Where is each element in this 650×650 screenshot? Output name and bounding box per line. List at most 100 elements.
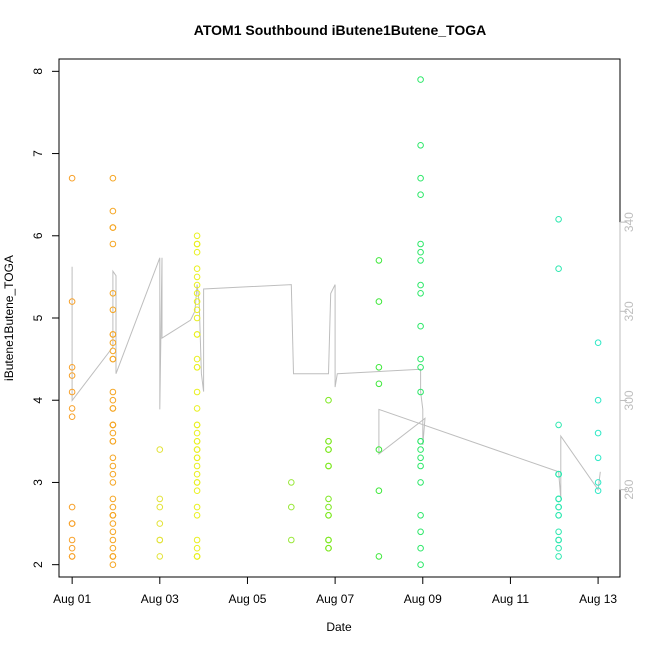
data-point (417, 388, 424, 396)
data-point (109, 528, 117, 536)
data-point (109, 174, 117, 182)
data-point (109, 503, 117, 511)
right-tick-label: 340 (622, 212, 636, 232)
data-point (193, 470, 201, 478)
data-point (193, 248, 201, 256)
data-point (109, 207, 117, 215)
data-point (109, 495, 117, 503)
right-tick-label: 300 (622, 390, 636, 410)
data-point (193, 454, 201, 462)
data-point (109, 306, 117, 314)
data-point (109, 240, 117, 248)
y-tick-label: 3 (31, 479, 45, 486)
data-point (417, 364, 424, 371)
x-tick-label: Aug 11 (492, 592, 529, 606)
data-point (193, 503, 201, 511)
data-point (68, 520, 76, 527)
data-point (68, 553, 76, 560)
y-tick-label: 6 (31, 232, 45, 239)
y-tick-label: 7 (31, 150, 45, 157)
data-point (109, 520, 117, 527)
data-point (417, 544, 424, 552)
x-tick-label: Aug 09 (404, 592, 442, 606)
data-point (109, 388, 117, 396)
data-point (594, 396, 602, 404)
data-point (193, 462, 201, 470)
data-point (555, 421, 562, 429)
data-point (375, 380, 383, 388)
data-point (193, 331, 201, 338)
data-point (193, 438, 201, 445)
data-point (417, 561, 424, 569)
data-point (156, 495, 164, 503)
data-point (109, 429, 117, 437)
data-point (109, 479, 117, 486)
data-point (109, 454, 117, 462)
data-point (325, 396, 332, 404)
data-point (109, 224, 117, 231)
data-point (68, 174, 76, 182)
data-point (109, 355, 117, 363)
data-point (109, 290, 117, 297)
y-tick-label: 2 (31, 561, 45, 568)
data-point (417, 290, 424, 297)
chart-title: ATOM1 Southbound iButene1Butene_TOGA (194, 22, 486, 38)
data-point (325, 438, 332, 445)
data-points-layer (68, 76, 602, 569)
data-point (109, 396, 117, 404)
data-point (156, 536, 164, 544)
data-point (417, 191, 424, 198)
y-tick-label: 5 (31, 314, 45, 321)
data-point (193, 429, 201, 437)
data-point (109, 421, 117, 429)
data-point (555, 544, 562, 552)
data-point (193, 281, 201, 289)
data-point (325, 512, 332, 519)
data-point (193, 364, 201, 371)
data-point (594, 479, 602, 486)
data-point (109, 438, 117, 445)
data-point (156, 503, 164, 511)
data-point (68, 298, 76, 305)
x-tick-label: Aug 01 (53, 592, 91, 606)
data-point (193, 265, 201, 273)
data-point (417, 248, 424, 256)
data-point (109, 405, 117, 412)
data-point (417, 528, 424, 536)
data-point (555, 216, 562, 223)
data-point (375, 553, 383, 560)
data-point (193, 446, 201, 453)
data-point (193, 553, 201, 560)
right-axis-trace-line (71, 257, 601, 499)
data-point (156, 553, 164, 560)
data-point (325, 544, 332, 552)
data-point (417, 512, 424, 519)
x-axis-label: Date (326, 620, 352, 634)
data-point (109, 339, 117, 347)
data-point (193, 273, 201, 281)
plot-frame-layer (58, 58, 621, 578)
data-point (417, 142, 424, 149)
data-point (156, 520, 164, 527)
data-point (417, 438, 424, 445)
x-tick-label: Aug 13 (579, 592, 617, 606)
data-point (555, 470, 562, 478)
data-point (193, 314, 201, 322)
data-point (375, 487, 383, 495)
data-point (555, 495, 562, 503)
data-point (325, 495, 332, 503)
y-axis-label: iButene1Butene_TOGA (2, 255, 16, 381)
data-point (193, 487, 201, 495)
data-point (288, 503, 295, 511)
data-point (68, 536, 76, 544)
data-point (555, 503, 562, 511)
data-point (417, 454, 424, 462)
data-point (594, 487, 602, 495)
data-point (109, 347, 117, 355)
data-point (375, 298, 383, 305)
data-point (193, 512, 201, 519)
data-point (193, 388, 201, 396)
data-point (68, 364, 76, 371)
